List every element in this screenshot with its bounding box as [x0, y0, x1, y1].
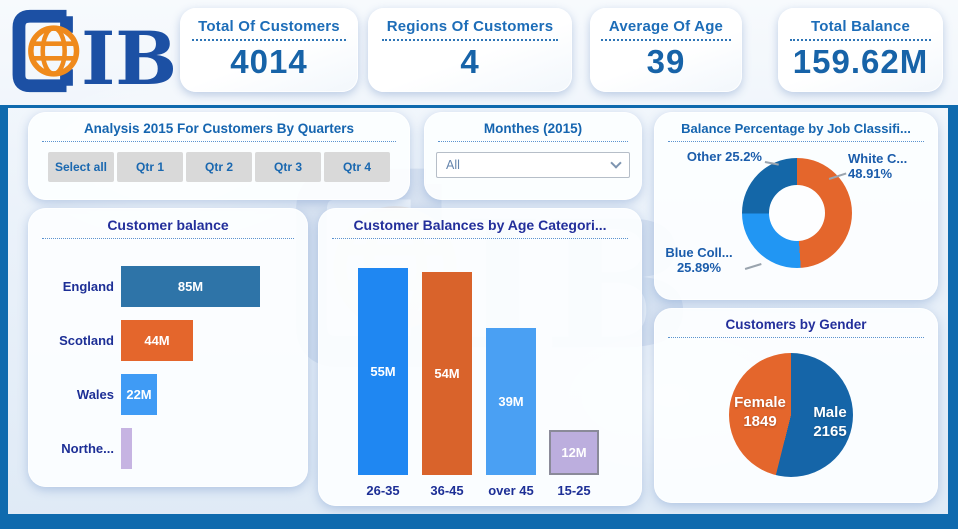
x-label-36-45: 36-45 [430, 483, 464, 498]
region-bar-chart: England 85M Scotland 44M Wales 22M North… [36, 266, 300, 482]
panel-divider [668, 337, 924, 338]
kpi-title: Regions Of Customers [386, 18, 554, 35]
kpi-divider [192, 39, 346, 41]
frame-right-bar [948, 105, 958, 529]
frame-bottom-bar [0, 514, 958, 529]
months-dropdown-value: All [446, 158, 460, 172]
frame-top-line [0, 105, 958, 108]
months-dropdown[interactable]: All [436, 152, 630, 178]
cib-logo: IB [12, 9, 177, 98]
kpi-total-balance: Total Balance 159.62M [778, 8, 943, 92]
qtr2-button[interactable]: Qtr 2 [186, 152, 252, 182]
leader-line [744, 263, 762, 270]
bar-15-25[interactable]: 12M [549, 430, 599, 475]
donut-label-white-collar: White C... 48.91% [848, 151, 908, 181]
customer-balance-panel: Customer balance England 85M Scotland 44… [28, 208, 308, 487]
qtr3-button[interactable]: Qtr 3 [255, 152, 321, 182]
panel-divider [42, 141, 396, 142]
globe-icon [28, 25, 80, 77]
bar-row-northern: Northe... [36, 428, 300, 469]
donut-label-blue-collar: Blue Coll... 25.89% [665, 245, 733, 275]
job-donut-panel: Balance Percentage by Job Classifi... Ot… [654, 112, 938, 300]
kpi-value: 4014 [230, 43, 308, 80]
column-36-45: 54M [422, 272, 472, 475]
england-bar[interactable]: 85M [121, 266, 260, 307]
months-panel: Monthes (2015) All [424, 112, 642, 200]
frame-left-bar [0, 105, 8, 529]
column-over-45: 39M [486, 328, 536, 475]
age-panel-title: Customer Balances by Age Categori... [353, 217, 607, 233]
job-panel-title: Balance Percentage by Job Classifi... [681, 121, 911, 136]
kpi-average-age: Average Of Age 39 [590, 8, 742, 92]
kpi-title: Total Of Customers [198, 18, 340, 35]
panel-divider [42, 238, 294, 239]
donut-label-other: Other 25.2% [686, 149, 762, 164]
chevron-down-icon [610, 157, 622, 169]
x-label-26-35: 26-35 [366, 483, 400, 498]
kpi-divider [789, 39, 932, 41]
wales-bar[interactable]: 22M [121, 374, 157, 415]
panel-divider [668, 141, 924, 142]
quarter-buttons: Select all Qtr 1 Qtr 2 Qtr 3 Qtr 4 [48, 152, 390, 182]
select-all-button[interactable]: Select all [48, 152, 114, 182]
column-15-25: 12M [549, 430, 599, 475]
kpi-divider [382, 39, 558, 41]
x-label-15-25: 15-25 [557, 483, 591, 498]
kpi-regions: Regions Of Customers 4 [368, 8, 572, 92]
kpi-value: 39 [646, 43, 686, 80]
age-categories-panel: Customer Balances by Age Categori... 55M… [318, 208, 642, 506]
scotland-bar[interactable]: 44M [121, 320, 193, 361]
kpi-value: 4 [460, 43, 480, 80]
qtr1-button[interactable]: Qtr 1 [117, 152, 183, 182]
bar-26-35[interactable]: 55M [358, 268, 408, 475]
kpi-title: Total Balance [810, 18, 911, 35]
donut-hole [769, 185, 825, 241]
quarters-panel: Analysis 2015 For Customers By Quarters … [28, 112, 410, 200]
gender-panel: Customers by Gender Female 1849 Male 216… [654, 308, 938, 503]
balance-panel-title: Customer balance [107, 217, 229, 233]
kpi-value: 159.62M [792, 43, 929, 80]
northern-bar[interactable] [121, 428, 132, 469]
logo-letters: IB [81, 16, 177, 98]
months-panel-title: Monthes (2015) [483, 121, 583, 136]
x-label-over-45: over 45 [488, 483, 534, 498]
kpi-total-customers: Total Of Customers 4014 [180, 8, 358, 92]
panel-divider [438, 141, 628, 142]
quarters-panel-title: Analysis 2015 For Customers By Quarters [83, 121, 355, 136]
gender-panel-title: Customers by Gender [725, 317, 867, 332]
bar-over-45[interactable]: 39M [486, 328, 536, 475]
bar-36-45[interactable]: 54M [422, 272, 472, 475]
bar-row-scotland: Scotland 44M [36, 320, 300, 361]
kpi-title: Average Of Age [608, 18, 724, 35]
bar-row-england: England 85M [36, 266, 300, 307]
bar-row-wales: Wales 22M [36, 374, 300, 415]
gender-pie-chart[interactable] [729, 353, 853, 477]
job-donut-chart[interactable] [742, 158, 852, 268]
kpi-divider [600, 39, 732, 41]
qtr4-button[interactable]: Qtr 4 [324, 152, 390, 182]
column-26-35: 55M [358, 268, 408, 475]
panel-divider [332, 238, 628, 239]
